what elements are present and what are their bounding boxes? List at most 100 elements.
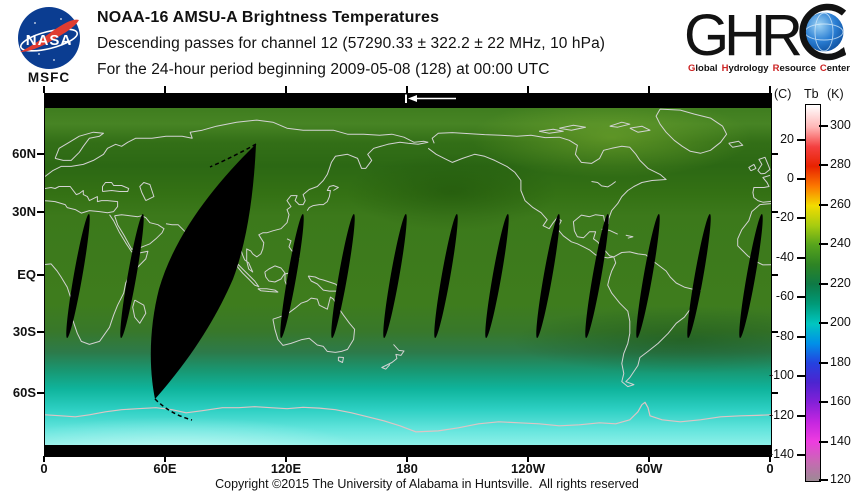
longitude-tick-label: 60W (635, 461, 663, 476)
nasa-swoosh (20, 19, 79, 52)
ghrc-logo: GHR (686, 3, 847, 64)
coastline (728, 140, 744, 148)
ghrc-subtitle: Global Hydrology Resource Center (688, 63, 850, 74)
longitude-tick-top (527, 86, 529, 93)
colorbar-k-tick-label: 300 (830, 118, 851, 132)
coastline (539, 128, 564, 134)
colorbar-c-tick-label: -20 (775, 210, 794, 224)
coastline (272, 296, 356, 353)
longitude-tick-label: 0 (766, 461, 774, 476)
colorbar-c-tick-label: -60 (775, 289, 794, 303)
colorbar-c-tick-label: -140 (768, 447, 794, 461)
latitude-tick-right (771, 331, 778, 333)
coastline (139, 182, 155, 202)
ghrc-subtitle-word: Global (688, 63, 718, 74)
latitude-tick (37, 392, 44, 394)
colorbar-unit-kelvin: (K) (827, 87, 844, 101)
latitude-tick-label: EQ (17, 267, 36, 282)
longitude-tick-top (648, 86, 650, 93)
coastline (337, 356, 344, 363)
missing-orbit-swath (150, 144, 256, 399)
longitude-tick-top (769, 86, 771, 93)
latitude-tick (37, 153, 44, 155)
colorbar-c-tick-label: 20 (780, 132, 794, 146)
orbit-gap-sliver (120, 213, 144, 339)
coastline (381, 344, 405, 370)
colorbar-c-tick-label: -40 (775, 250, 794, 264)
longitude-tick (648, 456, 650, 462)
coastline (237, 263, 260, 288)
longitude-tick-label: 180 (396, 461, 418, 476)
orbit-gap-sliver (536, 213, 560, 339)
longitude-tick-top (406, 86, 408, 93)
colorbar-c-tick-label: -80 (775, 329, 794, 343)
colorbar-c-tick (797, 415, 806, 417)
coastline (431, 132, 667, 258)
coastline (655, 108, 728, 154)
latitude-tick-label: 30N (12, 204, 36, 219)
coastline (306, 185, 339, 211)
longitude-tick (164, 456, 166, 462)
colorbar-k-tick (819, 322, 828, 324)
colorbar-c-tick (797, 336, 806, 338)
swath-edge-artifact (154, 398, 193, 421)
antarctica-coastline (45, 401, 771, 433)
coastline (607, 251, 701, 388)
colorbar-k-tick-label: 140 (830, 434, 851, 448)
coastline (54, 131, 104, 161)
colorbar-k-tick (819, 204, 828, 206)
colorbar-unit-celsius: (C) (774, 87, 792, 101)
colorbar-k-tick-label: 120 (830, 472, 851, 486)
coastline (629, 125, 651, 133)
latitude-tick-right (771, 392, 778, 394)
longitude-tick (769, 456, 771, 462)
coastline (752, 174, 771, 203)
longitude-tick-top (164, 86, 166, 93)
latitude-tick-right (771, 274, 778, 276)
colorbar-k-tick-label: 200 (830, 315, 851, 329)
longitude-tick (406, 456, 408, 462)
orbit-gap-sliver (280, 213, 304, 339)
colorbar-k-tick (819, 243, 828, 245)
colorbar-c-tick (797, 375, 806, 377)
colorbar-k-tick-label: 180 (830, 355, 851, 369)
longitude-tick-top (285, 86, 287, 93)
colorbar-k-tick (819, 125, 828, 127)
colorbar-k-tick (819, 164, 828, 166)
coastline (102, 182, 130, 192)
colorbar-k-tick (819, 479, 828, 481)
colorbar-k-tick-label: 280 (830, 157, 851, 171)
colorbar-k-tick-label: 160 (830, 394, 851, 408)
colorbar-c-tick (797, 217, 806, 219)
world-map (44, 93, 772, 457)
title-subtitle-period: For the 24-hour period beginning 2009-05… (97, 61, 550, 78)
coastline (257, 288, 279, 293)
latitude-tick-label: 60N (12, 146, 36, 161)
msfc-label: MSFC (27, 70, 71, 85)
orbit-gap-sliver (585, 213, 609, 339)
longitude-tick-top (43, 86, 45, 93)
nasa-wordmark: NASA (26, 32, 73, 49)
swath-edge-artifact (209, 143, 257, 168)
colorbar-k-tick-label: 240 (830, 236, 851, 250)
longitude-tick (43, 456, 45, 462)
colorbar-c-tick (797, 178, 806, 180)
colorbar-k-tick-label: 260 (830, 197, 851, 211)
copyright-line: Copyright ©2015 The University of Alabam… (215, 477, 639, 491)
colorbar-c-tick (797, 139, 806, 141)
coastline (591, 181, 617, 188)
coastline (264, 265, 286, 283)
pass-direction-arrow-head (408, 95, 417, 102)
latitude-tick-right (771, 153, 778, 155)
ghrc-subtitle-word: Center (819, 63, 850, 74)
nasa-logo: NASA (18, 7, 80, 69)
longitude-tick-label: 120W (511, 461, 545, 476)
ghrc-subtitle-word: Resource (772, 63, 816, 74)
coastline (427, 147, 614, 259)
coastline (757, 156, 771, 175)
coastline (45, 119, 429, 177)
coastline (748, 163, 757, 172)
colorbar-c-tick (797, 454, 806, 456)
latitude-tick-label: 60S (12, 385, 36, 400)
